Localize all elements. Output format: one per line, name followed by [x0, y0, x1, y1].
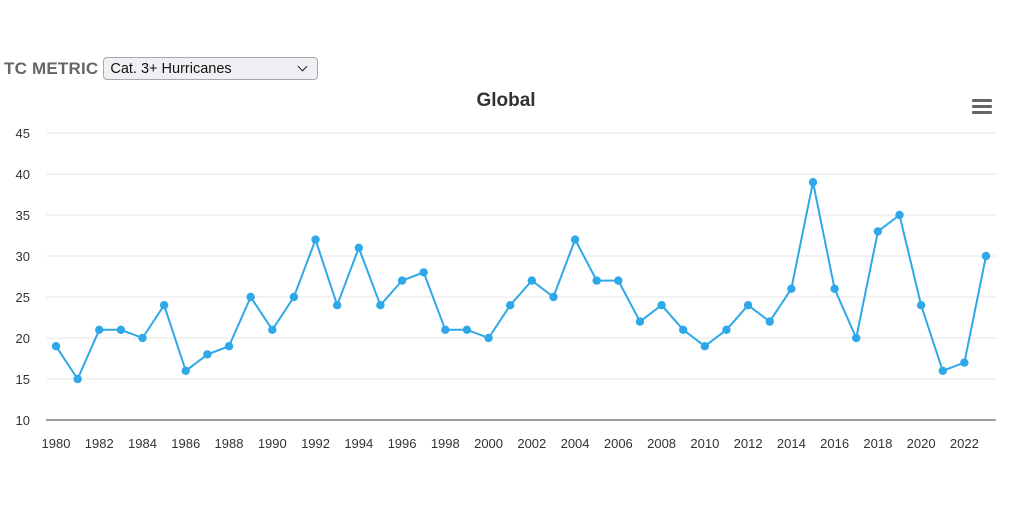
data-point[interactable] — [852, 333, 861, 343]
y-tick-label: 35 — [16, 208, 30, 223]
x-tick-label: 2000 — [474, 436, 503, 451]
hamburger-menu-icon — [972, 99, 992, 102]
data-point[interactable] — [614, 276, 623, 285]
data-point[interactable] — [808, 178, 818, 187]
data-point[interactable] — [765, 317, 774, 326]
chart-title: Global — [476, 90, 536, 111]
x-tick-label: 2012 — [734, 436, 763, 451]
data-point[interactable] — [505, 301, 515, 310]
x-tick-label: 2014 — [777, 436, 806, 451]
data-point[interactable] — [722, 325, 731, 334]
data-point[interactable] — [549, 292, 558, 302]
data-point[interactable] — [743, 301, 753, 310]
x-tick-label: 1980 — [42, 436, 71, 451]
y-tick-label: 45 — [16, 126, 30, 141]
data-point[interactable] — [289, 292, 299, 302]
x-tick-label: 1982 — [85, 436, 114, 451]
data-point[interactable] — [635, 317, 645, 326]
data-point[interactable] — [462, 325, 472, 334]
data-point[interactable] — [895, 210, 904, 220]
data-point[interactable] — [419, 268, 428, 277]
x-tick-label: 1992 — [301, 436, 330, 451]
x-axis: 1980 1982 1984 1986 1988 1990 1992 1994 1996 1998… — [42, 436, 979, 451]
data-point[interactable] — [484, 333, 493, 343]
x-tick-label: 2020 — [907, 436, 936, 451]
x-tick-label: 2002 — [517, 436, 546, 451]
metric-control: TC METRIC Cat. 3+ Hurricanes — [4, 57, 319, 80]
data-point[interactable] — [679, 325, 688, 334]
x-tick-label: 1990 — [258, 436, 287, 451]
data-point[interactable] — [592, 276, 601, 285]
x-tick-label: 2018 — [863, 436, 892, 451]
x-tick-label: 1996 — [388, 436, 417, 451]
data-point[interactable] — [181, 366, 190, 375]
y-tick-label: 10 — [16, 413, 30, 428]
data-point[interactable] — [873, 227, 883, 236]
data-point[interactable] — [159, 301, 169, 310]
data-point[interactable] — [268, 325, 277, 334]
x-tick-label: 2006 — [604, 436, 633, 451]
x-tick-label: 1988 — [215, 436, 244, 451]
y-tick-label: 30 — [16, 249, 30, 264]
x-tick-label: 2004 — [561, 436, 590, 451]
data-point[interactable] — [354, 243, 363, 252]
data-point[interactable] — [95, 325, 104, 334]
y-tick-label: 25 — [16, 290, 30, 305]
x-tick-label: 1986 — [171, 436, 200, 451]
data-point[interactable] — [981, 251, 991, 261]
metric-label: TC METRIC — [4, 58, 99, 78]
x-tick-label: 1998 — [431, 436, 460, 451]
x-tick-label: 2016 — [820, 436, 849, 451]
y-tick-label: 20 — [16, 331, 30, 346]
data-point[interactable] — [657, 301, 666, 310]
data-point[interactable] — [397, 276, 407, 285]
series-path — [55, 181, 987, 380]
metric-select[interactable]: Cat. 3+ Hurricanes — [103, 57, 319, 80]
x-tick-label: 1994 — [344, 436, 373, 451]
x-tick-label: 2010 — [690, 436, 719, 451]
hamburger-menu-icon-bar — [972, 105, 992, 108]
data-point[interactable] — [203, 350, 212, 359]
chart-menu-button[interactable] — [972, 99, 992, 115]
data-point[interactable] — [527, 276, 537, 285]
hamburger-menu-icon-bar — [972, 111, 992, 114]
data-point[interactable] — [916, 301, 926, 310]
data-point[interactable] — [830, 284, 839, 293]
data-point[interactable] — [73, 374, 82, 384]
data-point[interactable] — [246, 292, 255, 302]
data-point[interactable] — [376, 301, 385, 310]
data-point[interactable] — [700, 342, 710, 351]
data-point[interactable] — [441, 325, 450, 334]
metric-select-value: Cat. 3+ Hurricanes — [110, 60, 232, 77]
y-tick-label: 40 — [16, 167, 30, 182]
data-point[interactable] — [570, 235, 580, 244]
x-tick-label: 1984 — [128, 436, 157, 451]
x-tick-label: 2022 — [950, 436, 979, 451]
data-point[interactable] — [787, 284, 796, 293]
data-point[interactable] — [311, 235, 320, 244]
data-point[interactable] — [138, 333, 147, 343]
data-point[interactable] — [960, 358, 969, 367]
y-axis: 10 15 20 25 30 35 40 45 — [16, 126, 30, 428]
series-line — [51, 178, 991, 384]
data-point[interactable] — [224, 342, 234, 351]
y-tick-label: 15 — [16, 372, 30, 387]
data-point[interactable] — [938, 366, 947, 375]
data-point[interactable] — [51, 342, 61, 351]
x-tick-label: 2008 — [647, 436, 676, 451]
grid-lines — [46, 132, 996, 421]
data-point[interactable] — [332, 301, 342, 310]
data-point[interactable] — [116, 325, 126, 334]
